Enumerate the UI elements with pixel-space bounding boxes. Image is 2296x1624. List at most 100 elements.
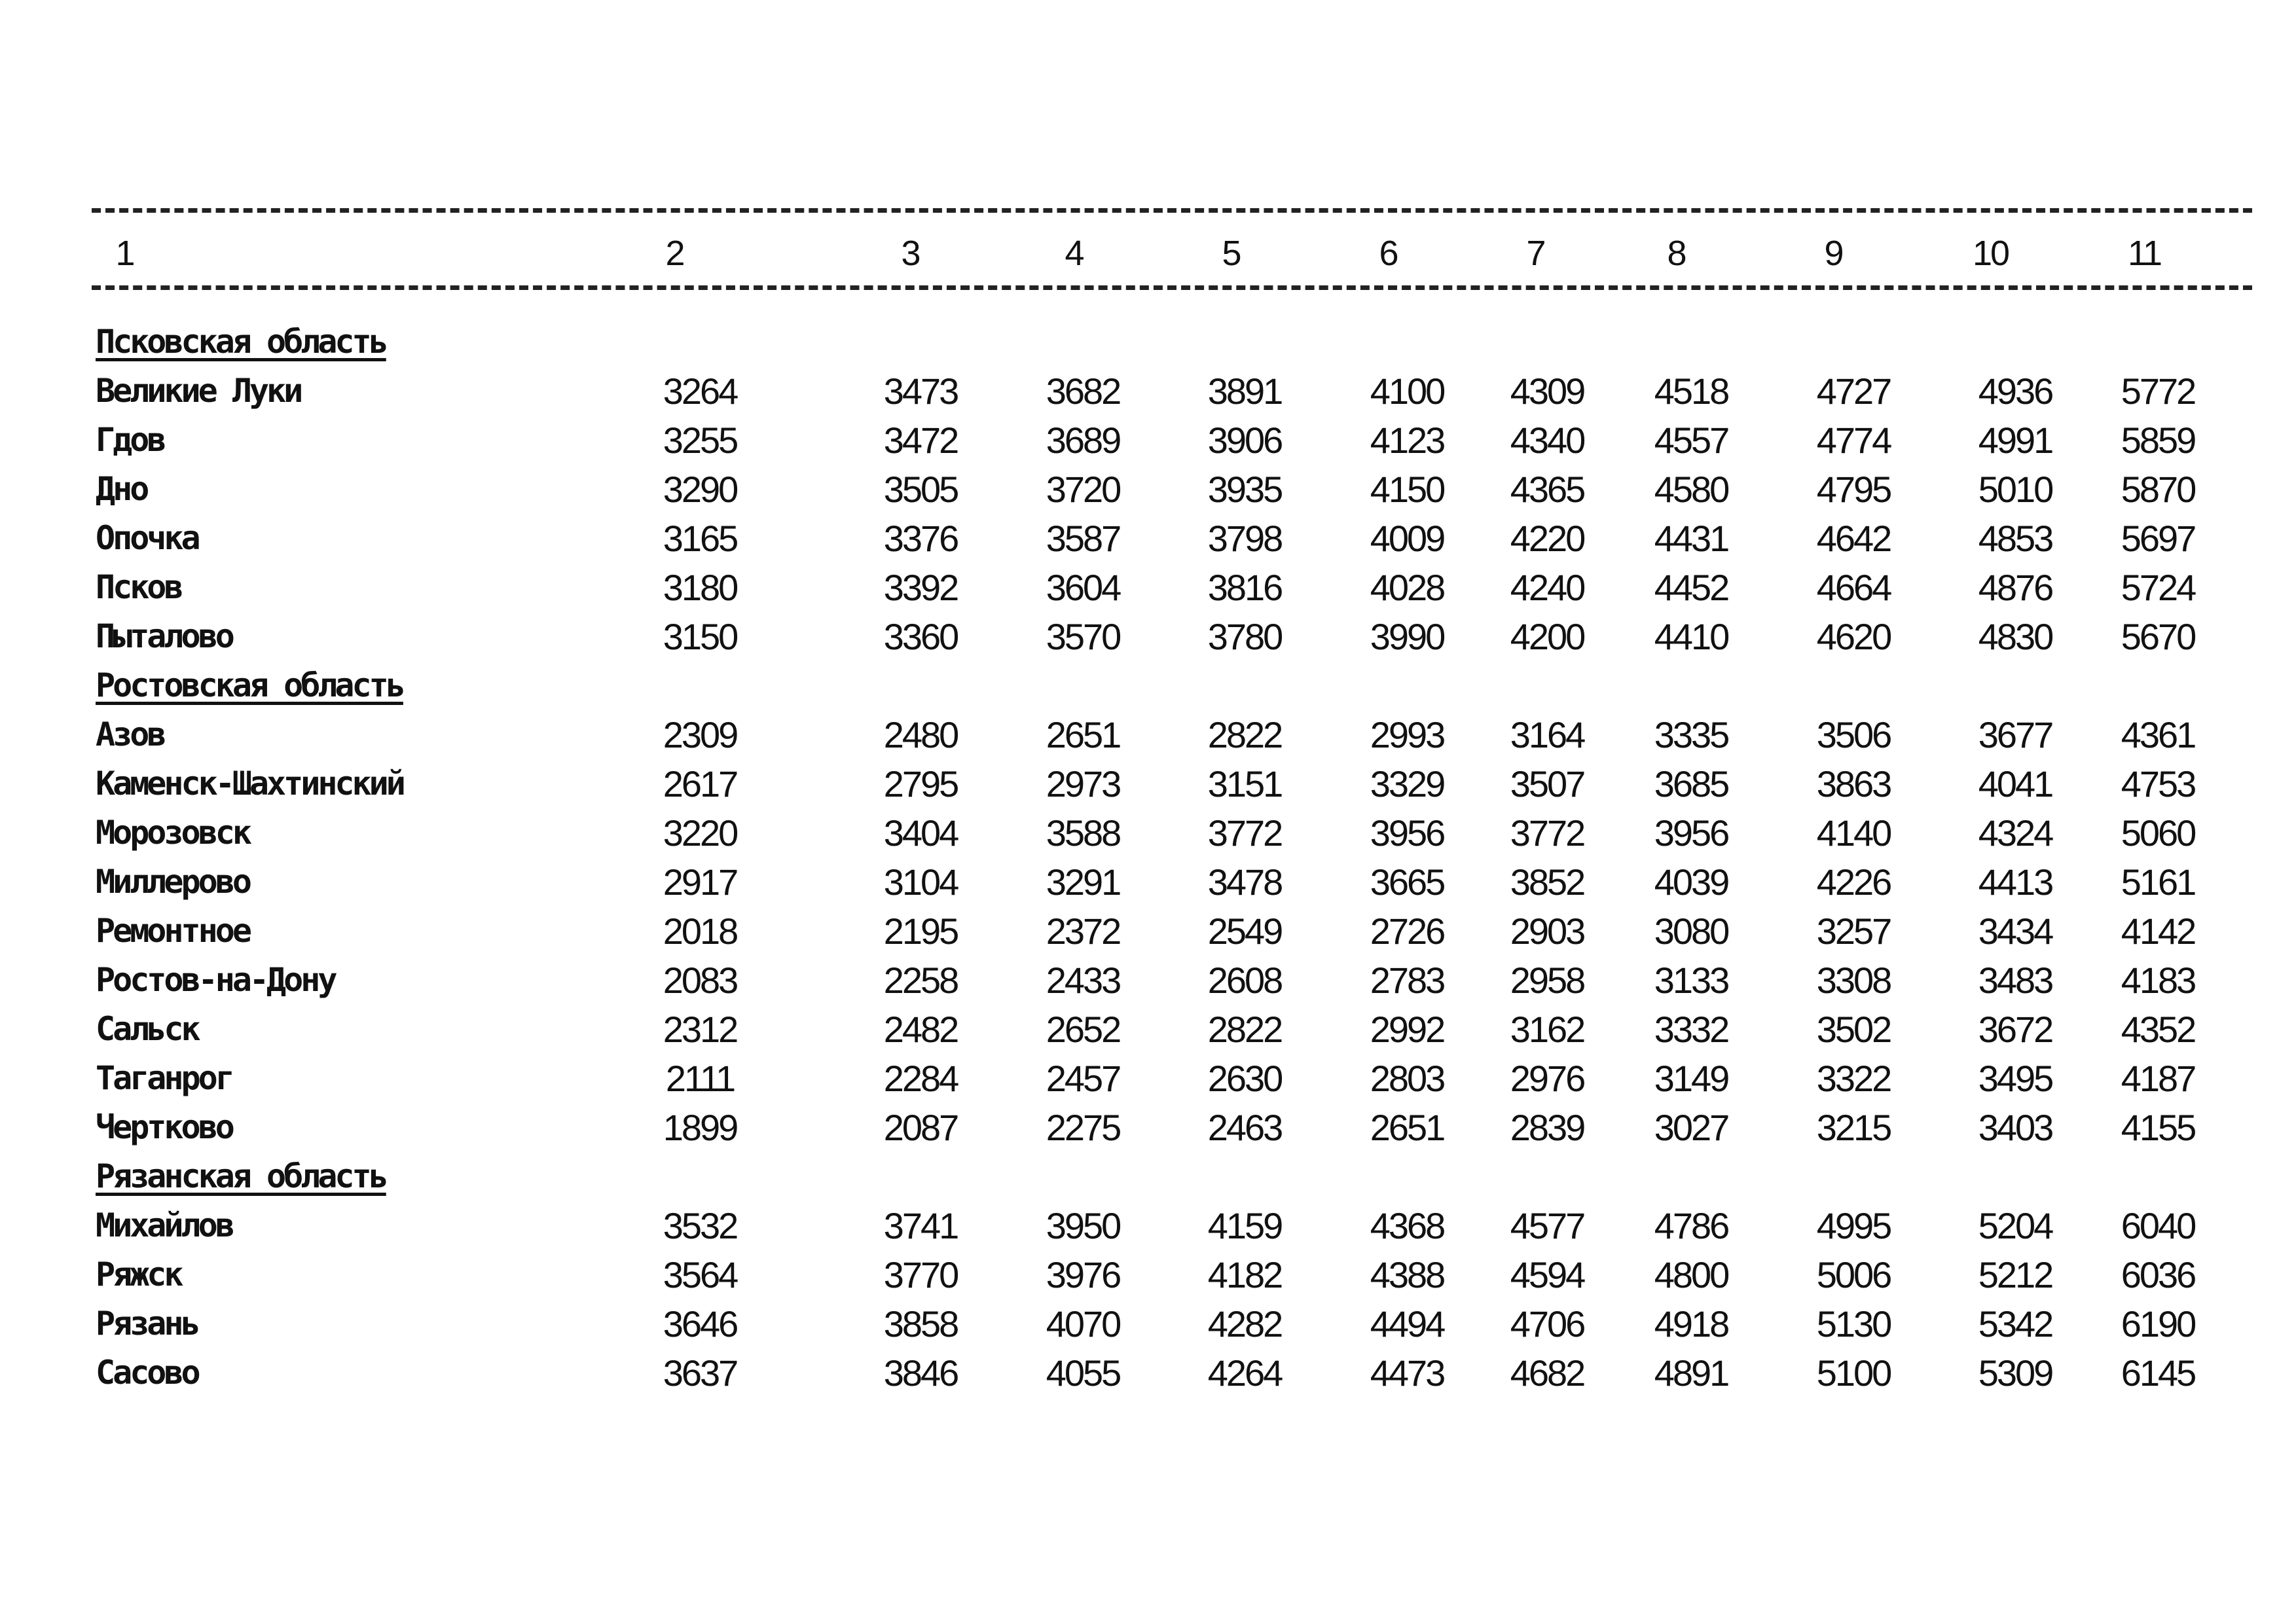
value-col-5: 2549 xyxy=(1207,911,1284,952)
value-col-9: 3215 xyxy=(1816,1107,1893,1148)
value-col-3: 3770 xyxy=(883,1254,960,1295)
value-col-9: 3322 xyxy=(1816,1058,1893,1099)
value-col-6: 4028 xyxy=(1370,567,1446,608)
value-col-10: 3403 xyxy=(1978,1107,2054,1148)
table-row: Сальск 2312 2482 2652 2822 2992 3162 3332 3502 36… xyxy=(0,1005,2296,1054)
table-row: Дно 3290 3505 3720 3935 4150 4365 4580 4795 5010 5… xyxy=(0,465,2296,514)
value-col-8: 4891 xyxy=(1654,1352,1730,1394)
value-col-7: 4220 xyxy=(1510,518,1586,559)
value-col-6: 3329 xyxy=(1370,763,1446,804)
section-title: Псковская область xyxy=(96,323,389,361)
value-col-8: 4918 xyxy=(1654,1303,1730,1344)
value-col-9: 5130 xyxy=(1816,1303,1893,1344)
section-title: Рязанская область xyxy=(96,1157,389,1195)
value-col-3: 2795 xyxy=(883,763,960,804)
value-col-7: 4200 xyxy=(1510,616,1586,657)
value-col-2: 3165 xyxy=(663,518,739,559)
value-col-5: 3151 xyxy=(1207,763,1284,804)
city-name: Каменск-Шахтинский xyxy=(96,765,406,803)
value-col-10: 5342 xyxy=(1978,1303,2054,1344)
column-header-5: 5 xyxy=(1222,234,1241,273)
value-col-9: 4620 xyxy=(1816,616,1893,657)
value-col-9: 4774 xyxy=(1816,420,1893,461)
city-name: Таганрог xyxy=(96,1059,235,1097)
value-col-6: 4150 xyxy=(1370,469,1446,510)
value-col-6: 4473 xyxy=(1370,1352,1446,1394)
value-col-11: 5670 xyxy=(2121,616,2197,657)
value-col-2: 3290 xyxy=(663,469,739,510)
table-row: Азов 2309 2480 2651 2822 2993 3164 3335 3506 3677… xyxy=(0,710,2296,759)
value-col-2: 3150 xyxy=(663,616,739,657)
value-col-11: 5870 xyxy=(2121,469,2197,510)
value-col-4: 3570 xyxy=(1046,616,1122,657)
value-col-11: 4183 xyxy=(2121,960,2197,1001)
table-row: Сасово 3637 3846 4055 4264 4473 4682 4891 5100 53… xyxy=(0,1348,2296,1398)
value-col-4: 4055 xyxy=(1046,1352,1122,1394)
value-col-4: 3976 xyxy=(1046,1254,1122,1295)
city-name: Азов xyxy=(96,715,166,753)
value-col-4: 3689 xyxy=(1046,420,1122,461)
value-col-4: 3587 xyxy=(1046,518,1122,559)
city-name: Сасово xyxy=(96,1354,201,1392)
city-name: Рязань xyxy=(96,1305,201,1343)
value-col-10: 4413 xyxy=(1978,861,2054,903)
value-col-11: 5772 xyxy=(2121,370,2197,412)
value-col-7: 4309 xyxy=(1510,370,1586,412)
value-col-7: 2903 xyxy=(1510,911,1586,952)
value-col-10: 4876 xyxy=(1978,567,2054,608)
value-col-7: 2839 xyxy=(1510,1107,1586,1148)
value-col-10: 4041 xyxy=(1978,763,2054,804)
value-col-10: 4324 xyxy=(1978,812,2054,854)
value-col-6: 4494 xyxy=(1370,1303,1446,1344)
table-row: Великие Луки 3264 3473 3682 3891 4100 4309 4518… xyxy=(0,367,2296,416)
value-col-4: 3588 xyxy=(1046,812,1122,854)
value-col-8: 4518 xyxy=(1654,370,1730,412)
value-col-9: 5100 xyxy=(1816,1352,1893,1394)
header-bottom-rule xyxy=(92,285,2252,290)
value-col-9: 3863 xyxy=(1816,763,1893,804)
table-row: Морозовск 3220 3404 3588 3772 3956 3772 3956 414… xyxy=(0,808,2296,857)
section-title: Ростовская область xyxy=(96,666,406,704)
city-name: Сальск xyxy=(96,1010,201,1048)
value-col-3: 3360 xyxy=(883,616,960,657)
value-col-8: 3149 xyxy=(1654,1058,1730,1099)
value-col-10: 4853 xyxy=(1978,518,2054,559)
value-col-8: 3332 xyxy=(1654,1009,1730,1050)
table-row: Чертково 1899 2087 2275 2463 2651 2839 3027 3215… xyxy=(0,1103,2296,1152)
value-col-10: 3483 xyxy=(1978,960,2054,1001)
value-col-4: 2275 xyxy=(1046,1107,1122,1148)
value-col-3: 3505 xyxy=(883,469,960,510)
city-name: Гдов xyxy=(96,421,166,459)
section-heading-row: Ростовская область xyxy=(0,661,2296,710)
value-col-5: 2630 xyxy=(1207,1058,1284,1099)
value-col-5: 4182 xyxy=(1207,1254,1284,1295)
value-col-6: 4009 xyxy=(1370,518,1446,559)
value-col-7: 4594 xyxy=(1510,1254,1586,1295)
value-col-3: 3404 xyxy=(883,812,960,854)
value-col-10: 5212 xyxy=(1978,1254,2054,1295)
city-name: Опочка xyxy=(96,519,201,557)
value-col-3: 2284 xyxy=(883,1058,960,1099)
value-col-4: 4070 xyxy=(1046,1303,1122,1344)
value-col-6: 4123 xyxy=(1370,420,1446,461)
value-col-5: 2608 xyxy=(1207,960,1284,1001)
top-rule xyxy=(92,208,2252,213)
value-col-6: 2651 xyxy=(1370,1107,1446,1148)
value-col-2: 3532 xyxy=(663,1205,739,1246)
value-col-4: 3291 xyxy=(1046,861,1122,903)
column-header-2: 2 xyxy=(665,234,685,273)
value-col-4: 3604 xyxy=(1046,567,1122,608)
value-col-7: 3772 xyxy=(1510,812,1586,854)
value-col-2: 2617 xyxy=(663,763,739,804)
value-col-11: 5697 xyxy=(2121,518,2197,559)
value-col-2: 2111 xyxy=(665,1058,736,1099)
value-col-6: 3665 xyxy=(1370,861,1446,903)
column-header-9: 9 xyxy=(1824,234,1844,273)
value-col-5: 3891 xyxy=(1207,370,1284,412)
value-col-4: 2973 xyxy=(1046,763,1122,804)
table-row: Михайлов 3532 3741 3950 4159 4368 4577 4786 4995… xyxy=(0,1201,2296,1250)
value-col-3: 2087 xyxy=(883,1107,960,1148)
value-col-3: 3473 xyxy=(883,370,960,412)
table-row: Таганрог 2111 2284 2457 2630 2803 2976 3149 3322… xyxy=(0,1054,2296,1103)
column-header-row: 1 2 3 4 5 6 7 8 9 10 11 xyxy=(0,229,2296,278)
